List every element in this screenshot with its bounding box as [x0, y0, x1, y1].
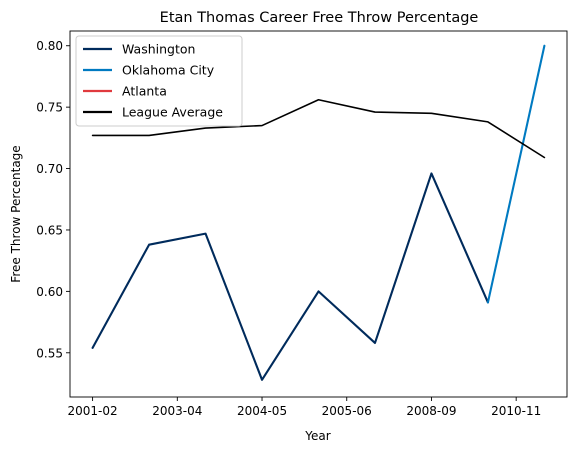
y-tick-label: 0.80 — [36, 39, 63, 53]
y-tick-label: 0.75 — [36, 101, 63, 115]
x-tick-label: 2005-06 — [322, 404, 372, 418]
y-tick-label: 0.55 — [36, 346, 63, 360]
y-axis: 0.55 0.60 0.65 0.70 0.75 0.80 — [36, 39, 70, 360]
series-line-oklahoma-city — [486, 44, 546, 304]
series-layer — [91, 44, 546, 381]
legend-box — [75, 35, 243, 127]
y-tick-label: 0.60 — [36, 285, 63, 299]
y-tick-label: 0.65 — [36, 223, 63, 237]
chart-title: Etan Thomas Career Free Throw Percentage — [160, 10, 479, 26]
x-tick-label: 2010-11 — [491, 404, 541, 418]
legend-entry: League Average — [122, 105, 223, 120]
legend: Washington Oklahoma City Atlanta League Ave… — [75, 35, 243, 127]
series-line-washington — [91, 172, 489, 381]
legend-entry: Atlanta — [122, 84, 167, 99]
x-tick-label: 2008-09 — [406, 404, 456, 418]
y-axis-label: Free Throw Percentage — [9, 145, 23, 282]
series-line-league-average — [91, 98, 546, 159]
x-tick-label: 2001-02 — [68, 404, 118, 418]
x-tick-label: 2004-05 — [237, 404, 287, 418]
plot-frame — [69, 30, 568, 398]
x-axis: 2001-02 2003-04 2004-05 2005-06 2008-09 2010-… — [68, 397, 541, 418]
legend-entry: Washington — [122, 42, 195, 57]
x-tick-label: 2003-04 — [152, 404, 202, 418]
x-axis-label: Year — [304, 429, 330, 443]
y-tick-label: 0.70 — [36, 162, 63, 176]
legend-entry: Oklahoma City — [122, 63, 215, 78]
